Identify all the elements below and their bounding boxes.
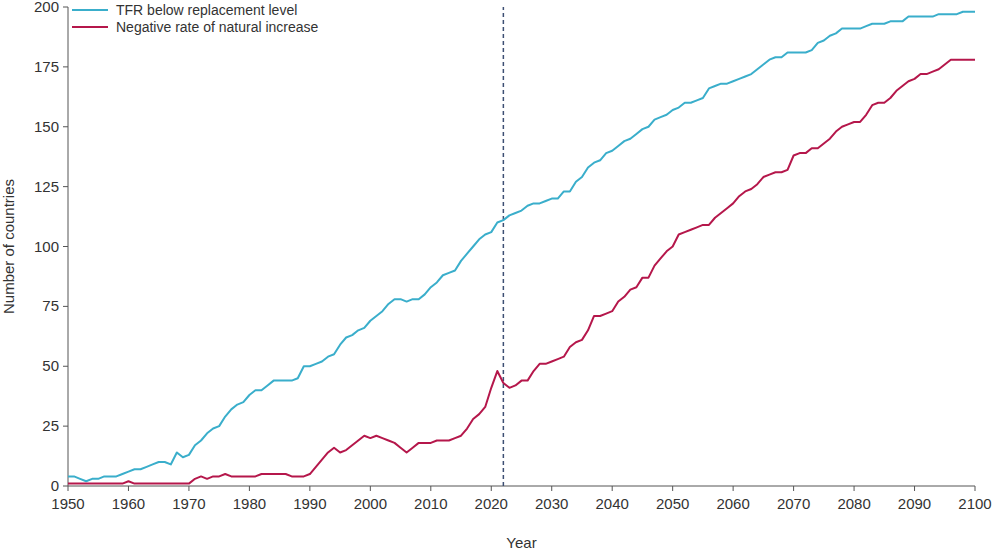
x-tick-label: 2090 <box>898 495 931 512</box>
legend: TFR below replacement levelNegative rate… <box>72 2 319 35</box>
x-tick <box>914 486 915 491</box>
y-tick-label: 75 <box>42 297 59 314</box>
x-tick-label: 2000 <box>354 495 387 512</box>
x-tick-label: 2020 <box>475 495 508 512</box>
y-tick-label: 25 <box>42 417 59 434</box>
x-tick <box>188 486 189 491</box>
x-tick <box>430 486 431 491</box>
x-tick-label: 2050 <box>656 495 689 512</box>
series-line <box>68 12 975 481</box>
y-tick <box>63 66 68 67</box>
x-tick <box>249 486 250 491</box>
chart: 0 25 50 75 100 125 150 175 200 1950 1960 1970 1980 19… <box>0 0 1000 551</box>
series-line <box>68 60 975 484</box>
legend-label: TFR below replacement level <box>116 2 297 18</box>
x-tick <box>672 486 673 491</box>
x-tick <box>612 486 613 491</box>
x-tick <box>128 486 129 491</box>
y-tick-label: 0 <box>51 477 59 494</box>
x-tick-label: 2100 <box>958 495 991 512</box>
x-tick-label: 1950 <box>51 495 84 512</box>
x-tick-label: 2030 <box>535 495 568 512</box>
y-tick <box>63 426 68 427</box>
y-axis-label: Number of countries <box>0 179 17 314</box>
x-tick <box>309 486 310 491</box>
y-tick <box>63 126 68 127</box>
x-tick <box>733 486 734 491</box>
x-axis-label: Year <box>506 534 536 551</box>
x-tick <box>793 486 794 491</box>
legend-swatch <box>72 26 108 28</box>
y-tick <box>63 486 68 487</box>
x-tick-label: 2040 <box>596 495 629 512</box>
x-tick-label: 1980 <box>233 495 266 512</box>
y-tick <box>63 246 68 247</box>
y-tick <box>63 7 68 8</box>
x-tick-label: 2070 <box>777 495 810 512</box>
x-tick-label: 1970 <box>172 495 205 512</box>
x-tick-label: 1990 <box>293 495 326 512</box>
x-tick-label: 1960 <box>112 495 145 512</box>
y-tick-label: 125 <box>34 178 59 195</box>
y-tick <box>63 306 68 307</box>
y-tick-label: 100 <box>34 238 59 255</box>
x-tick-label: 2060 <box>716 495 749 512</box>
legend-swatch <box>72 9 108 11</box>
x-tick <box>975 486 976 491</box>
x-tick <box>854 486 855 491</box>
x-tick <box>68 486 69 491</box>
x-tick-label: 2080 <box>837 495 870 512</box>
reference-line <box>503 7 505 486</box>
x-tick <box>370 486 371 491</box>
y-tick <box>63 366 68 367</box>
y-tick-label: 175 <box>34 58 59 75</box>
x-axis <box>68 486 975 487</box>
legend-label: Negative rate of natural increase <box>116 19 319 35</box>
y-tick <box>63 186 68 187</box>
y-tick-label: 150 <box>34 118 59 135</box>
x-tick-label: 2010 <box>414 495 447 512</box>
plot-area <box>68 7 975 486</box>
y-tick-label: 200 <box>34 0 59 15</box>
x-tick <box>491 486 492 491</box>
x-tick <box>551 486 552 491</box>
y-tick-label: 50 <box>42 357 59 374</box>
